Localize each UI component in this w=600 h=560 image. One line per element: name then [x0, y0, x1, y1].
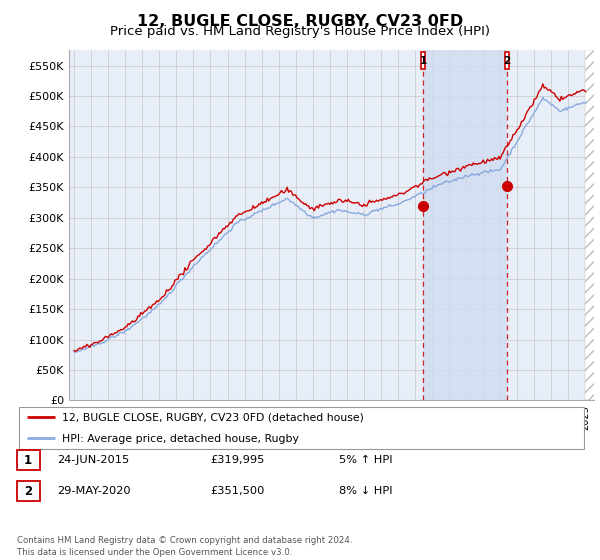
Text: 2: 2: [503, 56, 511, 66]
Text: 12, BUGLE CLOSE, RUGBY, CV23 0FD: 12, BUGLE CLOSE, RUGBY, CV23 0FD: [137, 14, 463, 29]
FancyBboxPatch shape: [19, 407, 584, 449]
FancyBboxPatch shape: [505, 53, 509, 69]
Bar: [423, 50, 507, 400]
Text: 1: 1: [419, 56, 427, 66]
Text: 2: 2: [24, 484, 32, 498]
Text: Contains HM Land Registry data © Crown copyright and database right 2024.
This d: Contains HM Land Registry data © Crown c…: [17, 536, 352, 557]
Text: 8% ↓ HPI: 8% ↓ HPI: [339, 486, 392, 496]
Text: Price paid vs. HM Land Registry's House Price Index (HPI): Price paid vs. HM Land Registry's House …: [110, 25, 490, 38]
FancyBboxPatch shape: [421, 53, 425, 69]
Bar: [586, 50, 596, 400]
Text: 5% ↑ HPI: 5% ↑ HPI: [339, 455, 392, 465]
Text: 24-JUN-2015: 24-JUN-2015: [57, 455, 129, 465]
Text: 12, BUGLE CLOSE, RUGBY, CV23 0FD (detached house): 12, BUGLE CLOSE, RUGBY, CV23 0FD (detach…: [62, 413, 364, 423]
Text: £351,500: £351,500: [210, 486, 265, 496]
Text: £319,995: £319,995: [210, 455, 265, 465]
Text: 29-MAY-2020: 29-MAY-2020: [57, 486, 131, 496]
Text: 1: 1: [24, 454, 32, 467]
Text: HPI: Average price, detached house, Rugby: HPI: Average price, detached house, Rugb…: [62, 434, 299, 444]
